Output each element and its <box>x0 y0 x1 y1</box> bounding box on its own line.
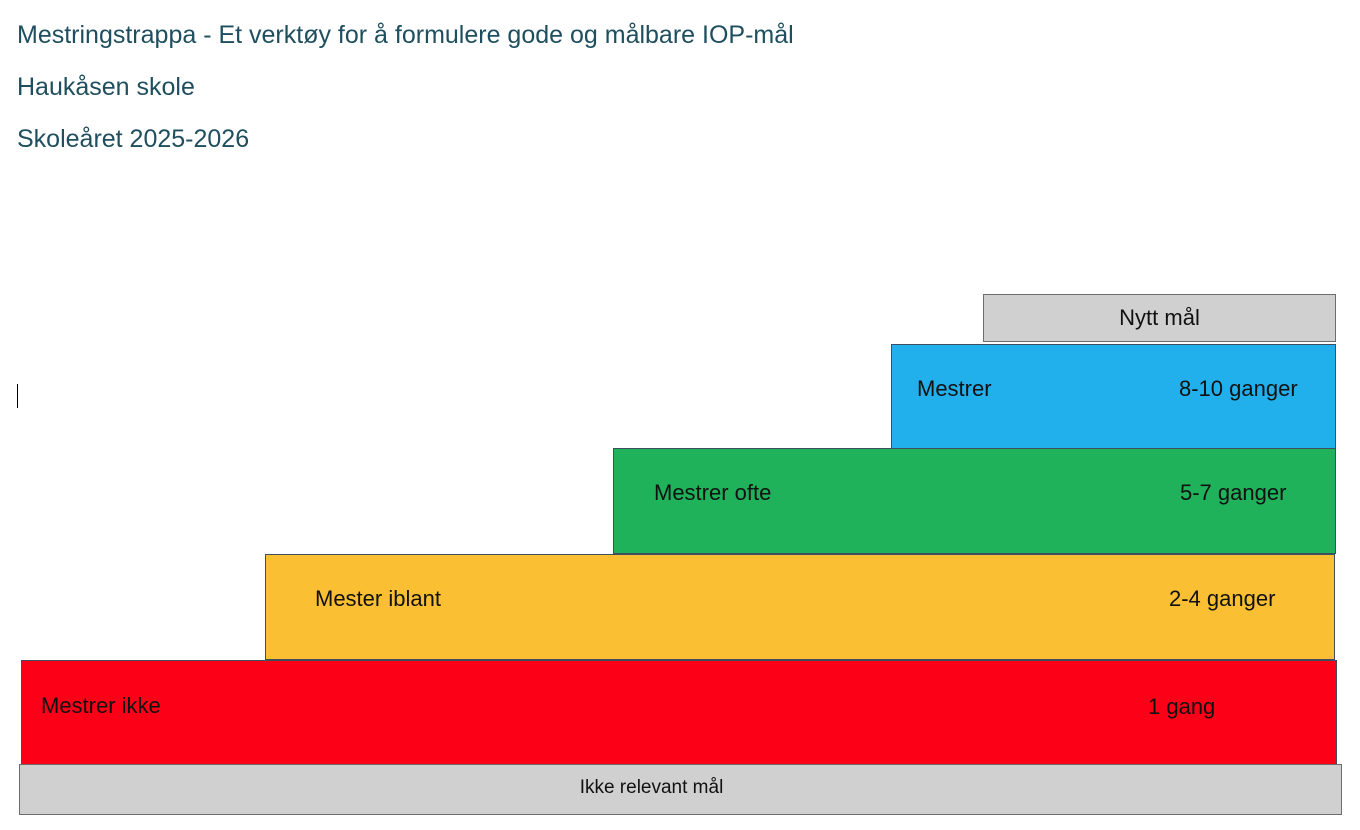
step-mester-iblant-label: Mester iblant <box>315 586 441 611</box>
school-name: Haukåsen skole <box>17 73 195 101</box>
step-mestrer-ofte-label: Mestrer ofte <box>654 480 772 505</box>
text-cursor <box>17 384 18 408</box>
step-mestrer-ofte-count: 5-7 ganger <box>1180 480 1287 505</box>
step-mestrer: Mestrer 8-10 ganger <box>891 344 1336 449</box>
step-new-goal: Nytt mål <box>983 294 1336 342</box>
step-irrelevant-goal: Ikke relevant mål <box>19 764 1342 815</box>
step-mestrer-ikke: Mestrer ikke 1 gang <box>21 660 1337 766</box>
step-new-goal-label: Nytt mål <box>1119 305 1200 330</box>
step-mestrer-ikke-label: Mestrer ikke <box>41 693 161 718</box>
step-mestrer-ikke-count: 1 gang <box>1148 694 1216 719</box>
step-mester-iblant-count: 2-4 ganger <box>1169 586 1276 611</box>
step-irrelevant-goal-label: Ikke relevant mål <box>579 776 724 798</box>
step-mestrer-count: 8-10 ganger <box>1179 376 1298 401</box>
step-mestrer-ofte: Mestrer ofte 5-7 ganger <box>613 448 1336 554</box>
step-mester-iblant: Mester iblant 2-4 ganger <box>265 554 1335 660</box>
step-mestrer-label: Mestrer <box>917 376 992 401</box>
school-year: Skoleåret 2025-2026 <box>17 125 250 153</box>
document-title: Mestringstrappa - Et verktøy for å formu… <box>17 21 794 49</box>
